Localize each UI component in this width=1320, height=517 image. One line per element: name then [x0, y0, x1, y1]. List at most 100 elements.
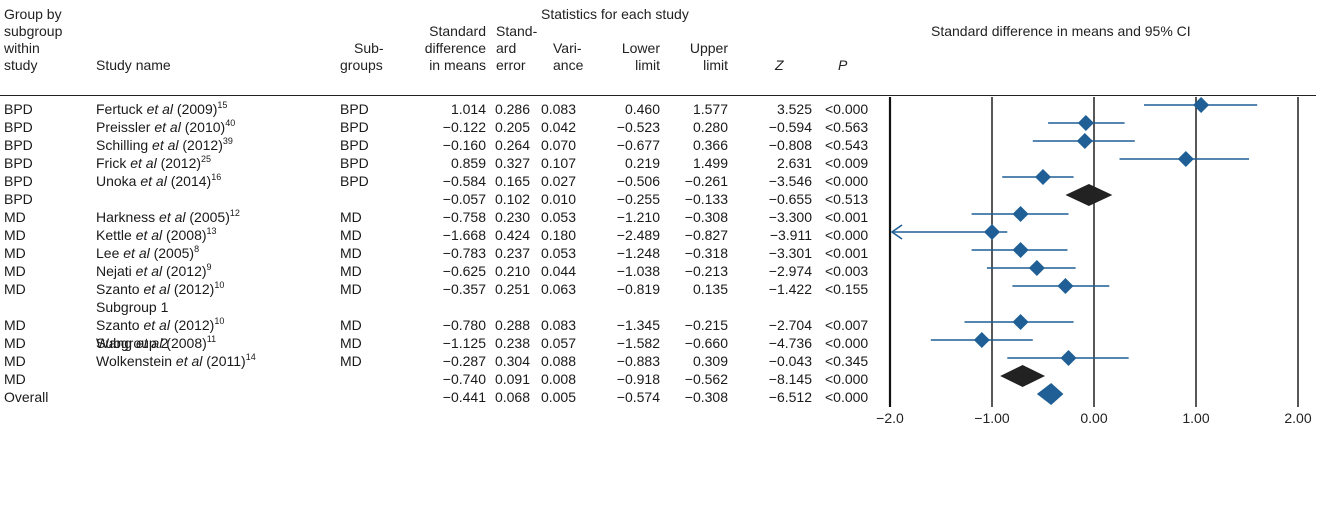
upper-limit-header-line: Upper [689, 40, 728, 56]
subgroups-header: Sub- groups [340, 40, 384, 74]
row-se: 0.210 [494, 263, 530, 279]
statistics-title: Statistics for each study [541, 6, 689, 22]
row-p: <0.000 [825, 101, 869, 117]
row-variance: 0.053 [540, 209, 576, 225]
study-etal: et al [136, 173, 167, 189]
ci-arrow-left [890, 224, 903, 240]
plot-title: Standard difference in means and 95% CI [931, 23, 1191, 39]
row-group: MD [4, 353, 26, 369]
se-header-line: error [496, 57, 526, 73]
row-study-name: Szanto et al (2012)10 [96, 317, 224, 334]
row-se: 0.304 [494, 353, 530, 369]
row-group: MD [4, 227, 26, 243]
row-variance: 0.070 [540, 137, 576, 153]
row-group: BPD [4, 155, 33, 171]
row-variance: 0.053 [540, 245, 576, 261]
row-lower-limit: 0.219 [624, 155, 660, 171]
row-p: <0.001 [825, 245, 869, 261]
row-variance: 0.180 [540, 227, 576, 243]
study-year: (2009) [173, 101, 218, 117]
study-name-header: Study name [96, 57, 171, 73]
row-variance: 0.083 [540, 101, 576, 117]
row-subgroup: MD [340, 317, 362, 333]
study-ref: 14 [245, 352, 256, 362]
row-variance: 0.010 [540, 191, 576, 207]
row-upper-limit: 0.280 [692, 119, 728, 135]
row-z: −0.655 [768, 191, 812, 207]
row-subgroup: BPD [340, 137, 369, 153]
row-study-name: Schilling et al (2012)39 [96, 137, 233, 154]
row-smd: −0.758 [442, 209, 486, 225]
row-se: 0.230 [494, 209, 530, 225]
row-lower-limit: −0.918 [616, 371, 660, 387]
study-ref: 10 [214, 316, 225, 326]
lower-limit-header-line: Lower [621, 40, 660, 56]
row-p: <0.513 [825, 191, 869, 207]
row-variance: 0.063 [540, 281, 576, 297]
study-etal: et al [139, 281, 170, 297]
row-z: −4.736 [768, 335, 812, 351]
row-upper-limit: −0.660 [684, 335, 728, 351]
study-author: Harkness [96, 209, 156, 225]
row-group: BPD [4, 191, 33, 207]
point-estimate-marker [1077, 115, 1094, 131]
study-author: Wolkenstein [96, 353, 173, 369]
row-se: 0.288 [494, 317, 530, 333]
row-se: 0.251 [494, 281, 530, 297]
header-rule [0, 95, 1316, 96]
row-group: MD [4, 209, 26, 225]
row-smd: −0.357 [442, 281, 486, 297]
point-estimate-marker [973, 332, 990, 348]
row-upper-limit: −0.318 [684, 245, 728, 261]
row-se: 0.068 [494, 389, 530, 405]
row-upper-limit: −0.261 [684, 173, 728, 189]
study-year: (2012) [169, 281, 215, 297]
upper-limit-header: Upper limit [666, 40, 728, 74]
study-etal: et al [142, 101, 174, 117]
row-lower-limit: 0.460 [624, 101, 660, 117]
row-study-name: Wang et al (2008)11 [96, 335, 216, 352]
row-upper-limit: −0.213 [684, 263, 728, 279]
row-upper-limit: −0.133 [684, 191, 728, 207]
row-subgroup: MD [340, 209, 362, 225]
z-header: Z [775, 57, 784, 73]
row-smd: −1.125 [442, 335, 486, 351]
row-p: <0.155 [825, 281, 869, 297]
row-subgroup: MD [340, 263, 362, 279]
row-p: <0.000 [825, 389, 869, 405]
row-upper-limit: −0.215 [684, 317, 728, 333]
point-estimate-marker [984, 224, 1000, 240]
group-col-header: Group by subgroup within study [4, 6, 62, 74]
row-se: 0.286 [494, 101, 530, 117]
row-se: 0.205 [494, 119, 530, 135]
row-group: MD [4, 263, 26, 279]
x-tick-label: 2.00 [1284, 410, 1311, 426]
row-subgroup: MD [340, 245, 362, 261]
row-study-name: Harkness et al (2005)12 [96, 209, 240, 226]
study-author: Kettle [96, 227, 132, 243]
row-se: 0.091 [494, 371, 530, 387]
study-ref: 10 [214, 280, 225, 290]
study-year: (2012) [169, 317, 215, 333]
study-author: Fertuck [96, 101, 143, 117]
row-smd: 0.859 [450, 155, 486, 171]
study-author: Nejati [96, 263, 132, 279]
row-smd: −0.584 [442, 173, 486, 189]
variance-header: Vari- ance [553, 40, 583, 74]
row-z: −3.546 [768, 173, 812, 189]
smd-header-line: difference [424, 40, 486, 56]
study-author: Szanto [96, 281, 140, 297]
row-se: 0.165 [494, 173, 530, 189]
row-smd: −0.287 [442, 353, 486, 369]
row-p: <0.563 [825, 119, 869, 135]
lower-limit-header: Lower limit [604, 40, 660, 74]
row-z: −8.145 [768, 371, 812, 387]
variance-header-line: ance [553, 57, 584, 73]
row-subgroup: BPD [340, 119, 369, 135]
group-col-header-line: subgroup [4, 23, 63, 39]
x-tick-label: −2.0 [876, 410, 904, 426]
x-tick-label: −1.00 [974, 410, 1010, 426]
row-group: MD [4, 281, 26, 297]
row-smd: −0.441 [442, 389, 486, 405]
